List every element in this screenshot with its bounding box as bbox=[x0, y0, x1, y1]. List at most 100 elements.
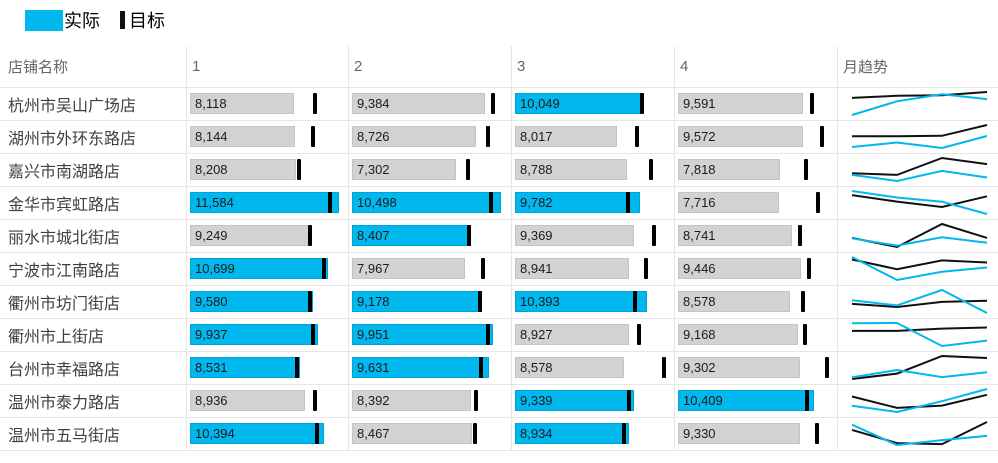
bullet-cell-month-2[interactable]: 9,951 bbox=[348, 319, 511, 351]
actual-bar-miss bbox=[190, 126, 295, 147]
bullet-cell-month-1[interactable]: 8,144 bbox=[186, 121, 348, 153]
table-row[interactable]: 嘉兴市南湖路店 8,208 7,302 8,788 7,818 bbox=[0, 154, 998, 187]
bullet-cell-month-3[interactable]: 8,788 bbox=[511, 154, 674, 186]
bullet-cell-month-2[interactable]: 9,384 bbox=[348, 88, 511, 120]
table-row[interactable]: 金华市宾虹路店 11,584 10,498 9,782 7,716 bbox=[0, 187, 998, 220]
bullet-cell-month-4[interactable]: 9,302 bbox=[674, 352, 837, 384]
column-header-month-1[interactable]: 1 bbox=[186, 46, 348, 87]
bullet-cell-month-3[interactable]: 9,339 bbox=[511, 385, 674, 417]
bullet-cell-month-2[interactable]: 8,467 bbox=[348, 418, 511, 450]
bullet-cell-month-3[interactable]: 10,393 bbox=[511, 286, 674, 318]
chart-legend: 实际 目标 bbox=[25, 8, 165, 32]
bullet-cell-month-1[interactable]: 10,394 bbox=[186, 418, 348, 450]
store-name-cell[interactable]: 嘉兴市南湖路店 bbox=[8, 164, 121, 181]
store-name-cell[interactable]: 衢州市上街店 bbox=[8, 329, 105, 346]
bullet-cell-month-2[interactable]: 9,631 bbox=[348, 352, 511, 384]
bullet-cell-month-3[interactable]: 8,941 bbox=[511, 253, 674, 285]
bullet-cell-month-3[interactable]: 10,049 bbox=[511, 88, 674, 120]
bullet-cell-month-4[interactable]: 10,409 bbox=[674, 385, 837, 417]
store-name-cell[interactable]: 湖州市外环东路店 bbox=[8, 131, 137, 148]
bullet-cell-month-2[interactable]: 7,302 bbox=[348, 154, 511, 186]
bullet-cell-month-1[interactable]: 9,580 bbox=[186, 286, 348, 318]
store-name-cell[interactable]: 宁波市江南路店 bbox=[8, 263, 121, 280]
bullet-cell-month-2[interactable]: 7,967 bbox=[348, 253, 511, 285]
trend-sparkline bbox=[851, 190, 988, 215]
actual-value-label: 9,178 bbox=[357, 294, 390, 309]
store-name-cell[interactable]: 温州市五马街店 bbox=[8, 428, 121, 445]
store-name-cell[interactable]: 杭州市吴山广场店 bbox=[8, 98, 137, 115]
bullet-cell-month-1[interactable]: 8,531 bbox=[186, 352, 348, 384]
trend-sparkline bbox=[851, 321, 988, 348]
table-row[interactable]: 湖州市外环东路店 8,144 8,726 8,017 9,572 bbox=[0, 121, 998, 154]
target-trend-line bbox=[851, 258, 988, 271]
bullet-cell-month-1[interactable]: 9,937 bbox=[186, 319, 348, 351]
actual-trend-line bbox=[851, 93, 988, 116]
bullet-cell-month-3[interactable]: 9,369 bbox=[511, 220, 674, 252]
column-header-month-3[interactable]: 3 bbox=[511, 46, 674, 87]
target-tick bbox=[322, 258, 326, 279]
bullet-cell-month-2[interactable]: 10,498 bbox=[348, 187, 511, 219]
bullet-cell-month-4[interactable]: 9,330 bbox=[674, 418, 837, 450]
column-header-store-name[interactable]: 店铺名称 bbox=[8, 59, 69, 76]
trend-sparkline-cell bbox=[837, 187, 998, 219]
actual-value-label: 8,392 bbox=[357, 393, 390, 408]
bullet-cell-month-4[interactable]: 9,168 bbox=[674, 319, 837, 351]
bullet-cell-month-4[interactable]: 9,572 bbox=[674, 121, 837, 153]
store-name-cell[interactable]: 丽水市城北街店 bbox=[8, 230, 121, 247]
target-tick bbox=[467, 225, 471, 246]
target-tick bbox=[652, 225, 656, 246]
bullet-cell-month-4[interactable]: 7,818 bbox=[674, 154, 837, 186]
table-row[interactable]: 温州市泰力路店 8,936 8,392 9,339 10,409 bbox=[0, 385, 998, 418]
target-tick bbox=[315, 423, 319, 444]
target-tick bbox=[478, 291, 482, 312]
bullet-cell-month-1[interactable]: 10,699 bbox=[186, 253, 348, 285]
bullet-cell-month-3[interactable]: 8,927 bbox=[511, 319, 674, 351]
table-row[interactable]: 衢州市上街店 9,937 9,951 8,927 9,168 bbox=[0, 319, 998, 352]
bullet-cell-month-2[interactable]: 8,726 bbox=[348, 121, 511, 153]
bullet-cell-month-3[interactable]: 8,578 bbox=[511, 352, 674, 384]
target-tick bbox=[473, 423, 477, 444]
target-tick bbox=[803, 324, 807, 345]
table-row[interactable]: 宁波市江南路店 10,699 7,967 8,941 9,446 bbox=[0, 253, 998, 286]
bullet-cell-month-4[interactable]: 9,446 bbox=[674, 253, 837, 285]
store-name-cell[interactable]: 衢州市坊门街店 bbox=[8, 296, 121, 313]
bullet-cell-month-4[interactable]: 7,716 bbox=[674, 187, 837, 219]
bullet-cell-month-1[interactable]: 11,584 bbox=[186, 187, 348, 219]
actual-trend-line bbox=[851, 368, 988, 379]
actual-value-label: 9,384 bbox=[357, 96, 390, 111]
bullet-cell-month-3[interactable]: 8,934 bbox=[511, 418, 674, 450]
bullet-cell-month-3[interactable]: 9,782 bbox=[511, 187, 674, 219]
store-name-cell[interactable]: 温州市泰力路店 bbox=[8, 395, 121, 412]
store-name-cell[interactable]: 台州市幸福路店 bbox=[8, 362, 121, 379]
bullet-cell-month-4[interactable]: 8,578 bbox=[674, 286, 837, 318]
bullet-cell-month-1[interactable]: 9,249 bbox=[186, 220, 348, 252]
bullet-cell-month-4[interactable]: 9,591 bbox=[674, 88, 837, 120]
bullet-cell-month-1[interactable]: 8,118 bbox=[186, 88, 348, 120]
bullet-cell-month-3[interactable]: 8,017 bbox=[511, 121, 674, 153]
table-row[interactable]: 衢州市坊门街店 9,580 9,178 10,393 8,578 bbox=[0, 286, 998, 319]
actual-bar-miss bbox=[352, 390, 471, 411]
column-header-trend[interactable]: 月趋势 bbox=[837, 46, 998, 87]
actual-bar-miss bbox=[515, 159, 627, 180]
column-header-month-2[interactable]: 2 bbox=[348, 46, 511, 87]
bullet-cell-month-4[interactable]: 8,741 bbox=[674, 220, 837, 252]
table-row[interactable]: 杭州市吴山广场店 8,118 9,384 10,049 9,591 bbox=[0, 88, 998, 121]
bullet-cell-month-2[interactable]: 8,392 bbox=[348, 385, 511, 417]
table-row[interactable]: 丽水市城北街店 9,249 8,407 9,369 8,741 bbox=[0, 220, 998, 253]
bullet-cell-month-2[interactable]: 9,178 bbox=[348, 286, 511, 318]
bullet-cell-month-2[interactable]: 8,407 bbox=[348, 220, 511, 252]
actual-bar-miss bbox=[678, 423, 800, 444]
table-row[interactable]: 温州市五马街店 10,394 8,467 8,934 9,330 bbox=[0, 418, 998, 451]
actual-value-label: 9,937 bbox=[195, 327, 228, 342]
actual-bar-miss bbox=[190, 93, 294, 114]
store-name-cell[interactable]: 金华市宾虹路店 bbox=[8, 197, 121, 214]
table-row[interactable]: 台州市幸福路店 8,531 9,631 8,578 9,302 bbox=[0, 352, 998, 385]
bullet-cell-month-1[interactable]: 8,936 bbox=[186, 385, 348, 417]
column-header-month-4[interactable]: 4 bbox=[674, 46, 837, 87]
actual-value-label: 10,699 bbox=[195, 261, 235, 276]
trend-sparkline-cell bbox=[837, 418, 998, 450]
target-tick bbox=[640, 93, 644, 114]
bullet-cell-month-1[interactable]: 8,208 bbox=[186, 154, 348, 186]
actual-trend-line bbox=[851, 190, 988, 215]
trend-sparkline-cell bbox=[837, 352, 998, 384]
